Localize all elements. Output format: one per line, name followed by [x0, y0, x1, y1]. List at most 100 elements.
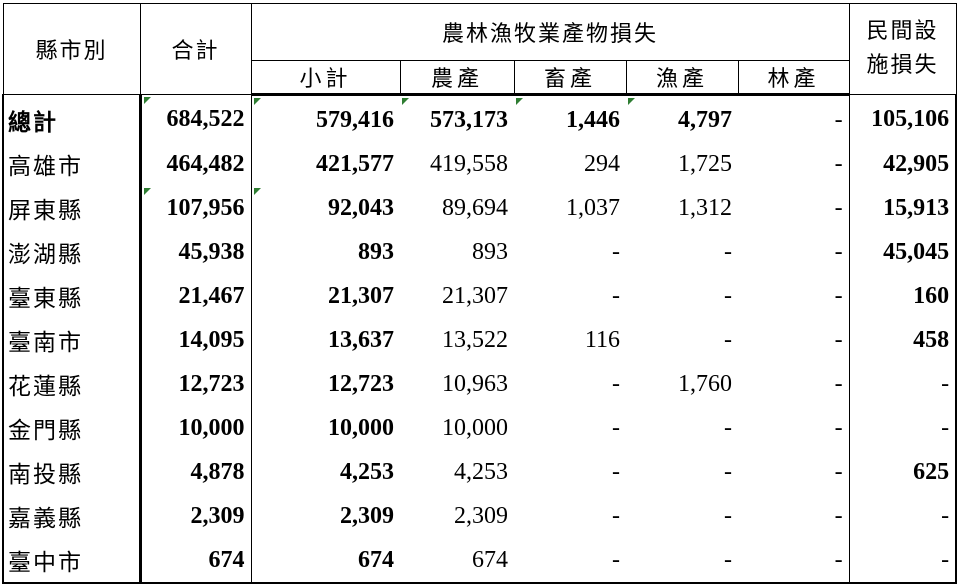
cell-forestry: -	[738, 538, 850, 584]
cell-total: 10,000	[140, 406, 252, 450]
error-indicator-icon	[516, 98, 523, 105]
cell-fishery-value: 1,312	[678, 194, 732, 221]
table-row: 澎湖縣 45,938 893 893 - - - 45,045	[2, 230, 957, 274]
cell-fishery-value: -	[724, 546, 732, 573]
cell-agriculture-value: 2,309	[454, 502, 508, 529]
cell-fishery-value: -	[724, 414, 732, 441]
cell-private: -	[848, 362, 957, 406]
header-private-facility-loss: 民間設 施損失	[848, 3, 957, 95]
cell-subtotal: 12,723	[251, 362, 400, 406]
header-subtotal: 小計	[250, 60, 401, 96]
cell-fishery-value: -	[724, 502, 732, 529]
cell-private-value: 42,905	[883, 150, 950, 177]
cell-fishery: -	[626, 230, 738, 274]
cell-forestry: -	[738, 450, 849, 494]
cell-fishery-value: 1,725	[678, 150, 732, 177]
cell-forestry: -	[738, 186, 849, 230]
cell-total-value: 107,956	[166, 194, 245, 221]
error-indicator-icon	[628, 98, 635, 105]
cell-total-value: 684,522	[166, 106, 245, 132]
cell-total-value: 12,723	[178, 370, 245, 397]
cell-fishery: 1,760	[626, 362, 738, 406]
cell-agriculture: 674	[400, 538, 514, 584]
cell-region: 花蓮縣	[2, 362, 142, 406]
cell-forestry: -	[738, 494, 849, 538]
cell-region: 金門縣	[2, 406, 142, 450]
cell-subtotal-value: 92,043	[328, 194, 394, 221]
table-row: 南投縣 4,878 4,253 4,253 - - - 625	[2, 450, 957, 494]
cell-fishery-value: -	[724, 458, 732, 485]
cell-forestry: -	[738, 274, 849, 318]
cell-private-value: -	[941, 546, 950, 573]
cell-forestry: -	[738, 95, 849, 143]
cell-fishery: 4,797	[626, 95, 738, 143]
cell-subtotal: 92,043	[251, 186, 400, 230]
cell-total: 4,878	[140, 450, 252, 494]
cell-private-value: 45,045	[883, 238, 950, 265]
cell-region-value: 澎湖縣	[8, 242, 83, 268]
cell-forestry: -	[738, 142, 849, 186]
cell-livestock-value: 116	[584, 326, 620, 353]
cell-private: 15,913	[848, 186, 957, 230]
cell-fishery-value: 1,760	[678, 370, 732, 397]
cell-agriculture: 89,694	[400, 186, 514, 230]
cell-livestock-value: 294	[584, 150, 620, 177]
cell-total: 21,467	[140, 274, 252, 318]
table-row: 花蓮縣 12,723 12,723 10,963 - 1,760 - -	[2, 362, 957, 406]
cell-subtotal-value: 12,723	[328, 370, 394, 397]
cell-subtotal: 893	[251, 230, 400, 274]
cell-fishery-value: -	[724, 282, 732, 309]
cell-livestock: -	[514, 450, 626, 494]
cell-forestry-value: -	[834, 458, 843, 485]
cell-subtotal-value: 2,309	[340, 502, 394, 529]
cell-fishery-value: -	[724, 238, 732, 265]
cell-livestock: -	[514, 494, 626, 538]
cell-agriculture-value: 10,963	[442, 370, 508, 397]
cell-subtotal-value: 579,416	[316, 106, 394, 133]
cell-agriculture: 893	[400, 230, 514, 274]
cell-region: 總計	[2, 94, 142, 142]
table-row: 臺南市 14,095 13,637 13,522 116 - - 458	[2, 318, 957, 362]
cell-livestock: -	[514, 230, 626, 274]
cell-subtotal-value: 421,577	[316, 150, 394, 177]
cell-subtotal: 21,307	[251, 274, 400, 318]
cell-subtotal: 13,637	[251, 318, 400, 362]
cell-subtotal-value: 893	[358, 238, 394, 265]
cell-agriculture: 2,309	[400, 494, 514, 538]
cell-total-value: 2,309	[190, 502, 245, 529]
cell-private-value: 160	[913, 282, 950, 309]
cell-agriculture-value: 893	[472, 238, 508, 265]
cell-livestock-value: -	[612, 502, 620, 529]
cell-total-value: 674	[208, 546, 245, 573]
cell-total-value: 464,482	[166, 150, 245, 177]
cell-total-value: 45,938	[178, 238, 245, 265]
cell-forestry-value: -	[834, 502, 843, 529]
cell-subtotal-value: 10,000	[328, 414, 394, 441]
cell-region: 臺東縣	[2, 274, 142, 318]
cell-region-value: 南投縣	[8, 462, 83, 488]
cell-livestock-value: 1,446	[566, 106, 620, 133]
cell-agriculture: 4,253	[400, 450, 514, 494]
cell-private: -	[848, 406, 957, 450]
cell-fishery: 1,312	[626, 186, 738, 230]
cell-fishery: -	[626, 318, 738, 362]
cell-forestry: -	[738, 362, 849, 406]
cell-subtotal: 2,309	[251, 494, 400, 538]
cell-region: 澎湖縣	[2, 230, 142, 274]
cell-livestock-value: -	[612, 546, 620, 573]
cell-livestock-value: -	[612, 414, 620, 441]
cell-total-value: 4,878	[190, 458, 245, 485]
cell-agriculture: 10,963	[400, 362, 514, 406]
table-row: 臺中市 674 674 674 - - - -	[2, 538, 957, 584]
cell-region-value: 臺南市	[8, 330, 83, 356]
error-indicator-icon	[253, 98, 261, 105]
cell-forestry: -	[738, 230, 849, 274]
cell-forestry: -	[738, 406, 849, 450]
cell-total: 674	[140, 538, 252, 584]
error-indicator-icon	[143, 188, 151, 195]
cell-livestock-value: 1,037	[566, 194, 620, 221]
cell-region-value: 總計	[8, 108, 58, 136]
cell-livestock: 1,446	[514, 95, 626, 143]
cell-fishery: -	[626, 494, 738, 538]
